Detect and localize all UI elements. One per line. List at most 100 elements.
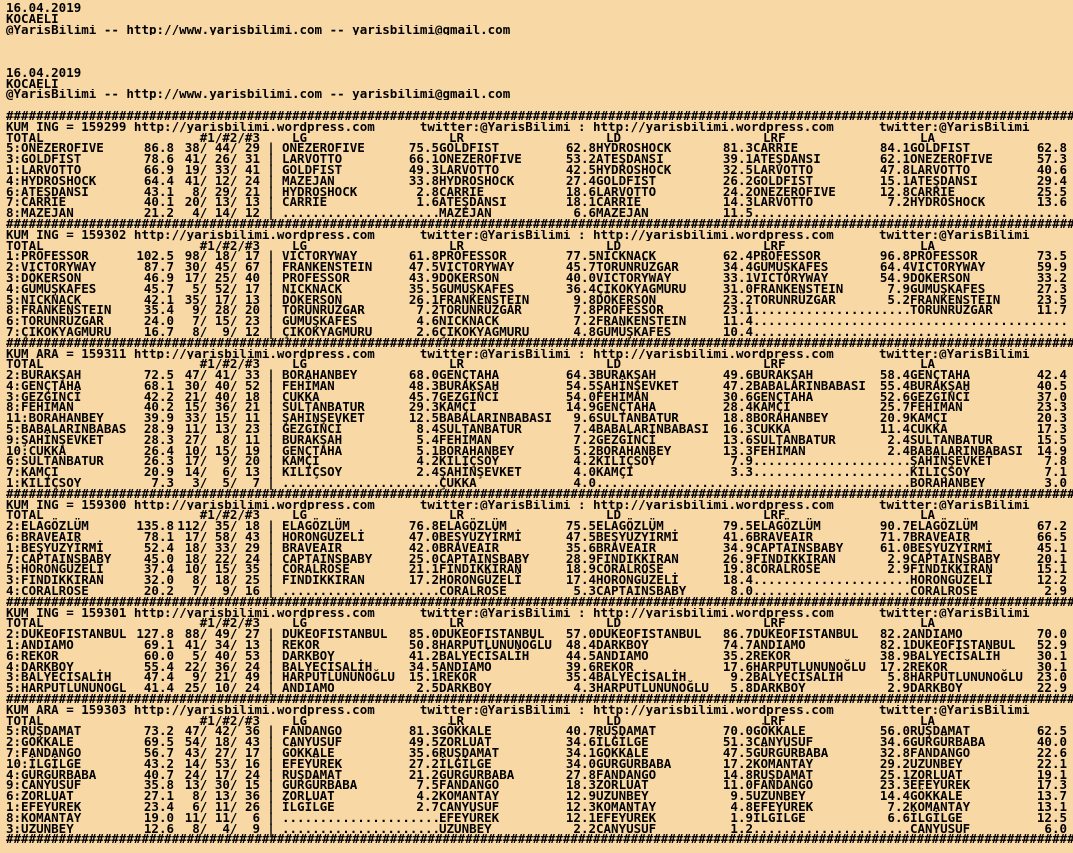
column-header-trio: #1/#2/#3 <box>199 712 260 728</box>
runner-total-value: 72.5 <box>143 367 174 383</box>
lg-name: REKOR <box>282 637 320 653</box>
runner-rank-name: 4:DARKBOY <box>6 658 74 674</box>
runner-rank-name: 3:BALYECİSALİH <box>6 669 112 685</box>
la-value: 37.0 <box>1036 388 1067 404</box>
lg-value: 2.6 <box>416 323 439 339</box>
runner-place-counts: 14/ 6/ 13 <box>184 464 260 480</box>
column-divider: | <box>267 755 275 771</box>
runner-rank-name: 1:BEŞYÜZYİRMİ <box>6 539 104 555</box>
runner-total-value: 40.1 <box>143 194 174 210</box>
runner-place-counts: 8/ 4/ 9 <box>192 820 260 836</box>
ld-name: ATEŞDANSI <box>596 151 664 167</box>
ld-value: 35.2 <box>722 647 753 663</box>
lg-value: 43.9 <box>408 269 439 285</box>
ld-value: 34.9 <box>722 539 753 555</box>
lr-value: 62.8 <box>565 140 596 156</box>
lr-value: 5.3 <box>573 583 596 599</box>
la-name: KAMÇI <box>910 410 948 426</box>
lg-value: 85.0 <box>408 626 439 642</box>
lr-value: 53.2 <box>565 151 596 167</box>
column-header-lr: LR <box>449 615 465 631</box>
lrf-value: 71.7 <box>879 529 910 545</box>
lg-value: 7.5 <box>416 777 439 793</box>
runner-place-counts: 41/ 26/ 31 <box>184 151 260 167</box>
lg-name: ŞAHİNŞEVKET <box>282 410 365 426</box>
runner-rank-name: 4:GÜRGÜRBABA <box>6 766 97 782</box>
column-divider: | <box>267 820 275 836</box>
table-row: 6:ZORLUAT 27.1 8/ 13/ 36 | ZORLUAT 4.2 KOMANTA… <box>0 788 1073 804</box>
la-value: 22.6 <box>1036 744 1067 760</box>
column-header-row: TOTAL #1/#2/#3 LG LR LD LRF LA <box>0 507 1073 523</box>
runner-rank-name: 2:BURAKŞAH <box>6 367 82 383</box>
lr-name: PROFESSOR <box>439 248 507 264</box>
ld-name: UZUNBEY <box>596 788 649 804</box>
ld-name: HORONGÜZELİ <box>596 572 679 588</box>
lg-value: 1.6 <box>416 194 439 210</box>
ld-value <box>714 478 753 489</box>
la-value: 42.4 <box>1036 367 1067 383</box>
lrf-name: PROFESSOR <box>753 248 821 264</box>
la-value: 23.3 <box>1036 399 1067 415</box>
ld-name: CAPTAINSBABY <box>596 583 687 599</box>
la-name: CARRIE <box>910 183 956 199</box>
lr-value: 35.6 <box>565 539 596 555</box>
ld-value: 47.5 <box>722 744 753 760</box>
block-title: KUM ING = 159299 http://yarisbilimi.word… <box>6 121 1030 133</box>
runner-rank-name: 6:ZORLUAT <box>6 788 74 804</box>
la-name: ONEZEROFIVE <box>910 151 993 167</box>
ld-value: 81.3 <box>722 140 753 156</box>
column-header-la: LA <box>920 129 936 145</box>
runner-place-counts: 54/ 18/ 43 <box>184 734 260 750</box>
runner-rank-name: 4:CORALROSE <box>6 583 89 599</box>
separator: ########################################… <box>6 218 1073 230</box>
runner-place-counts: 21/ 40/ 18 <box>184 388 260 404</box>
runner-place-counts: 24/ 17/ 24 <box>184 766 260 782</box>
runner-total-value: 26.3 <box>143 453 174 469</box>
table-row: 7:FANDANGO 56.7 43/ 27/ 17 | GÖKKALE 35.6 RUŞD… <box>0 744 1073 760</box>
column-header-total: TOTAL <box>6 129 44 145</box>
lr-value: 18.3 <box>565 777 596 793</box>
lrf-name: RUŞDAMAT <box>753 766 814 782</box>
ld-name: BABALARINBABASI <box>596 421 709 437</box>
blank-line <box>0 100 1073 111</box>
lrf-name: CANYUSUF <box>753 734 814 750</box>
table-row: 7:KAMÇI 20.9 14/ 6/ 13 | KILIÇSOY 2.4 ŞAHİNŞEV… <box>0 464 1073 480</box>
ld-name: NICKNACK <box>596 248 657 264</box>
column-divider: | <box>267 658 275 674</box>
runner-rank-name: 5:NICKNACK <box>6 291 82 307</box>
la-name: ELAGÖZLÜM <box>910 518 978 534</box>
runner-total-value: 47.4 <box>143 669 174 685</box>
lr-name: MAZEJAN <box>439 205 492 221</box>
la-value: 19.1 <box>1036 766 1067 782</box>
lr-name: BORAHANBEY <box>439 442 515 458</box>
la-name: FEHİMAN <box>910 399 963 415</box>
la-value: 17.3 <box>1036 421 1067 437</box>
lr-value: 45.7 <box>565 259 596 275</box>
ld-value: 3.3 <box>730 464 753 480</box>
lg-value: 35.5 <box>408 280 439 296</box>
ld-name: BORAHANBEY <box>596 442 672 458</box>
lg-value: 47.0 <box>408 529 439 545</box>
column-header-lrf: LRF <box>763 712 786 728</box>
la-name: GÖKKALE <box>910 788 963 804</box>
column-header-ld: LD <box>606 507 622 523</box>
table-row: 2:DUKEOFISTANBUL 127.8 88/ 49/ 27 | DUKEOFIS… <box>0 626 1073 642</box>
lr-name: ÇIKOKYAGMURU <box>439 323 530 339</box>
lr-value: 48.4 <box>565 637 596 653</box>
lr-name: KAMÇI <box>439 399 477 415</box>
lg-name: BRAVEAIR <box>282 539 343 555</box>
lr-name: GEZGİNCİ <box>439 388 500 404</box>
lrf-value: 62.1 <box>879 151 910 167</box>
lrf-value: 7.2 <box>887 194 910 210</box>
lg-value: 5.1 <box>416 442 439 458</box>
la-name: VICTORYWAY <box>910 259 986 275</box>
runner-place-counts: 8/ 9/ 12 <box>192 323 260 339</box>
blank-line <box>0 57 1073 68</box>
ld-value: 11.4 <box>722 313 753 329</box>
table-row: 6:REKOR 60.0 5/ 40/ 53 | DARKBOY 41.2 BALYECİS… <box>0 647 1073 663</box>
la-value: 45.1 <box>1036 539 1067 555</box>
lr-name: VICTORYWAY <box>439 259 515 275</box>
ld-value: 17.6 <box>722 658 753 674</box>
runner-place-counts: 30/ 45/ 67 <box>184 259 260 275</box>
runner-place-counts: 38/ 44/ 29 <box>184 140 260 156</box>
